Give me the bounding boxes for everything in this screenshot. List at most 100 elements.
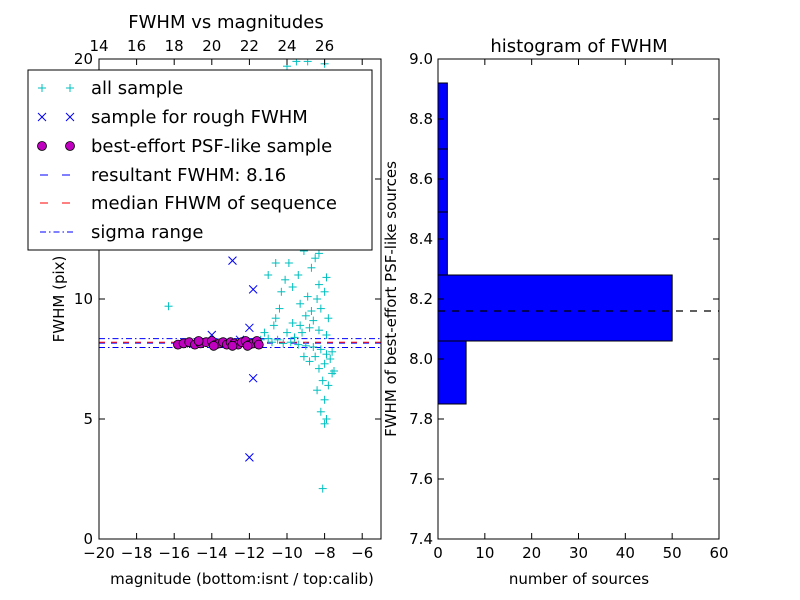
scatter-top-tick-label-3: 20 [202,37,221,55]
legend-marker-2-b [65,141,75,151]
legend-marker-0-b [66,84,74,92]
all-sample-point-28 [296,299,305,308]
scatter-top-tick-label-1: 16 [127,37,146,55]
rough-fwhm-point-5 [245,453,254,462]
legend-label-rough-fwhm: sample for rough FWHM [91,107,308,128]
rough-fwhm-point-0-b [228,256,237,265]
histogram-x-tick-label-1: 10 [475,544,494,562]
all-sample-point-21 [294,271,303,279]
scatter-top-tick-label-6: 26 [315,37,334,55]
all-sample-point-22 [307,263,316,272]
all-sample-point-52 [322,350,331,359]
histogram-x-tick-label-3: 30 [569,544,588,562]
psf-like-point-21 [208,340,219,351]
scatter-legend: all sample sample for rough FWHM best-ef… [27,69,373,251]
all-sample-point-67 [311,352,320,361]
histogram-bar-0 [438,340,467,405]
all-sample-point-59 [324,381,333,390]
histogram-y-tick-label-2: 7.8 [409,410,433,428]
scatter-top-ticks: 14 16 18 20 22 24 26 [89,37,334,55]
psf-like-point-20 [193,336,204,346]
all-sample-point-69 [299,352,308,361]
histogram-x-axis-label: number of sources [509,570,649,588]
scatter-y-tick-label-4: 20 [74,50,93,68]
all-sample-point-53 [326,355,335,363]
scatter-x-axis-label: magnitude (bottom:isnt / top:calib) [110,570,374,588]
all-sample-point-63 [320,419,329,428]
all-sample-point-27 [303,292,312,301]
all-sample-point-40 [290,333,299,342]
all-sample-point-20 [281,275,290,284]
all-sample-point-35 [324,314,333,323]
rough-fwhm-point-4-b [248,373,258,383]
histogram-y-ticks: 7.4 7.6 7.8 8.0 8.2 8.4 8.6 8.8 9.0 [409,50,719,548]
all-sample-point-57 [318,376,327,385]
all-sample-point-70 [296,321,305,330]
scatter-y-tick-label-1: 5 [83,410,93,428]
histogram-x-ticks: 0 10 20 30 40 50 60 [433,59,729,562]
all-sample-point-86 [314,280,323,289]
all-sample-point-46 [279,339,288,348]
scatter-x-tick-label-5: −10 [271,544,303,562]
all-sample-point-66 [328,347,337,356]
rough-fwhm-point-3-b [245,323,254,333]
legend-marker-2-a [37,141,47,151]
all-sample-point-43 [264,334,273,343]
scatter-panel: −20−18−16−14−12−10−8−6 05101520 14161820… [27,12,382,588]
all-sample-point-84 [288,319,297,327]
scatter-x-tick-label-7: −6 [351,544,373,562]
all-sample-point-85 [307,307,316,315]
scatter-y-tick-label-2: 10 [74,290,93,308]
legend-marker-1-b-b [65,112,75,122]
histogram-y-tick-label-8: 9.0 [409,50,433,68]
all-sample-point-5 [292,59,301,66]
rough-fwhm-point-4 [248,373,258,383]
rough-fwhm-point-1 [248,285,258,294]
scatter-x-tick-label-2: −16 [158,544,190,562]
all-sample-point-29 [288,283,297,291]
legend-label-psf-like: best-effort PSF-like sample [91,136,332,157]
all-sample-point-42 [273,335,282,344]
all-sample-point-51 [316,345,325,354]
histogram-y-axis-label: FWHM of best-effort PSF-like sources [382,161,400,437]
scatter-top-tick-label-2: 18 [165,37,184,55]
all-sample-point-6 [303,59,312,66]
all-sample-point-50 [309,343,318,351]
all-sample-point-82 [260,328,269,337]
all-sample-point-37 [314,326,323,335]
all-sample-point-33 [309,316,318,325]
scatter-x-tick-label-6: −8 [314,544,336,562]
legend-label-all-sample: all sample [91,78,183,99]
all-sample-point-23 [314,249,323,258]
legend-marker-1-a [37,112,47,122]
histogram-y-tick-label-6: 8.6 [409,170,433,188]
histogram-y-tick-label-3: 8.0 [409,350,433,368]
histogram-x-tick-label-4: 40 [616,544,635,562]
histogram-title: histogram of FWHM [490,36,667,57]
all-sample-point-60 [320,395,329,404]
rough-fwhm-point-3 [245,323,254,333]
histogram-panel: 0 10 20 30 40 50 60 7.4 7.6 7.8 8.0 8.2 8.4 8.6 8.8 9.… [382,36,729,588]
histogram-y-tick-label-4: 8.2 [409,290,433,308]
scatter-top-tick-label-0: 14 [89,37,108,55]
all-sample-point-38 [305,323,314,332]
all-sample-point-26 [313,295,322,303]
all-sample-point-0 [164,302,173,311]
all-sample-point-62 [322,415,331,423]
legend-label-sigma-range: sigma range [91,222,203,243]
rough-fwhm-point-0 [228,256,237,265]
all-sample-point-58 [313,386,322,395]
scatter-top-tick-label-4: 22 [240,37,259,55]
rough-fwhm-point-1-b [248,285,258,294]
legend-marker-1-b [65,112,75,122]
all-sample-point-68 [305,357,314,366]
histogram-bar-4 [438,82,448,150]
scatter-x-tick-label-3: −14 [196,544,228,562]
all-sample-point-2 [271,259,280,267]
all-sample-point-39 [298,328,307,337]
histogram-x-tick-label-0: 0 [433,544,443,562]
all-sample-point-55 [314,364,323,373]
legend-markers [37,84,75,233]
scatter-y-axis-label: FWHM (pix) [50,256,68,343]
scatter-x-tick-label-4: −12 [234,544,266,562]
